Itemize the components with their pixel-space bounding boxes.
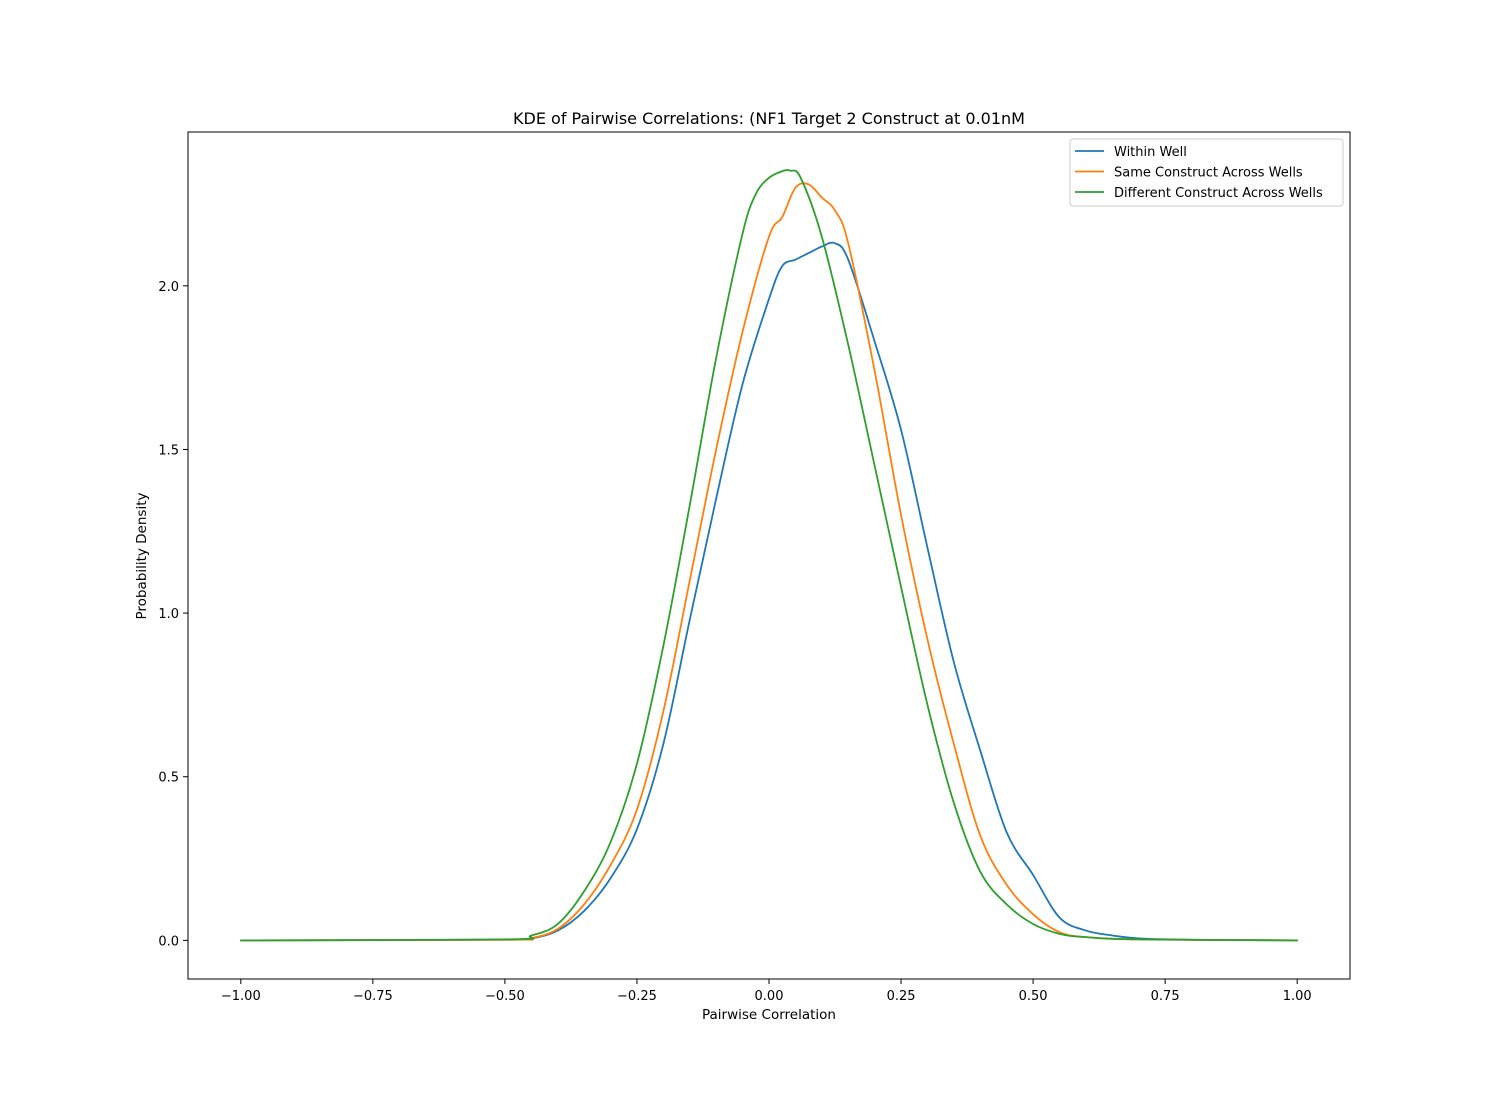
series-line-2 [239,182,1299,942]
x-tick-label: −0.50 [485,989,525,1004]
x-tick-label: −0.75 [353,989,393,1004]
y-tick-label: 2.0 [158,280,179,295]
y-axis-label: Probability Density [134,493,150,620]
x-tick-label: 0.25 [887,989,916,1004]
x-tick-label: −1.00 [221,989,261,1004]
y-tick-label: 0.5 [158,771,179,786]
legend: Within Well Same Construct Across Wells Di… [1069,138,1344,207]
y-tick-label: 1.5 [158,443,179,458]
x-axis-label: Pairwise Correlation [702,1007,836,1023]
x-tick-label: 0.00 [755,989,784,1004]
chart-title: KDE of Pairwise Correlations: (NF1 Targe… [513,109,1025,128]
legend-box [1069,138,1344,207]
series-lines [239,169,1299,942]
y-tick-label: 1.0 [158,607,179,622]
series-line-1 [239,241,1299,942]
x-tick-label: 0.50 [1019,989,1048,1004]
x-tick-label: 0.75 [1151,989,1180,1004]
axis-ticks: −1.00 −0.75 −0.50 −0.25 0.00 0.25 0.50 0.75 1.00… [158,280,1311,1004]
legend-label: Same Construct Across Wells [1114,166,1303,181]
y-tick-label: 0.0 [158,934,179,949]
series-line-3 [239,169,1299,942]
x-tick-label: 1.00 [1283,989,1312,1004]
legend-label: Different Construct Across Wells [1114,186,1323,201]
legend-label: Within Well [1114,145,1187,160]
x-tick-label: −0.25 [617,989,657,1004]
